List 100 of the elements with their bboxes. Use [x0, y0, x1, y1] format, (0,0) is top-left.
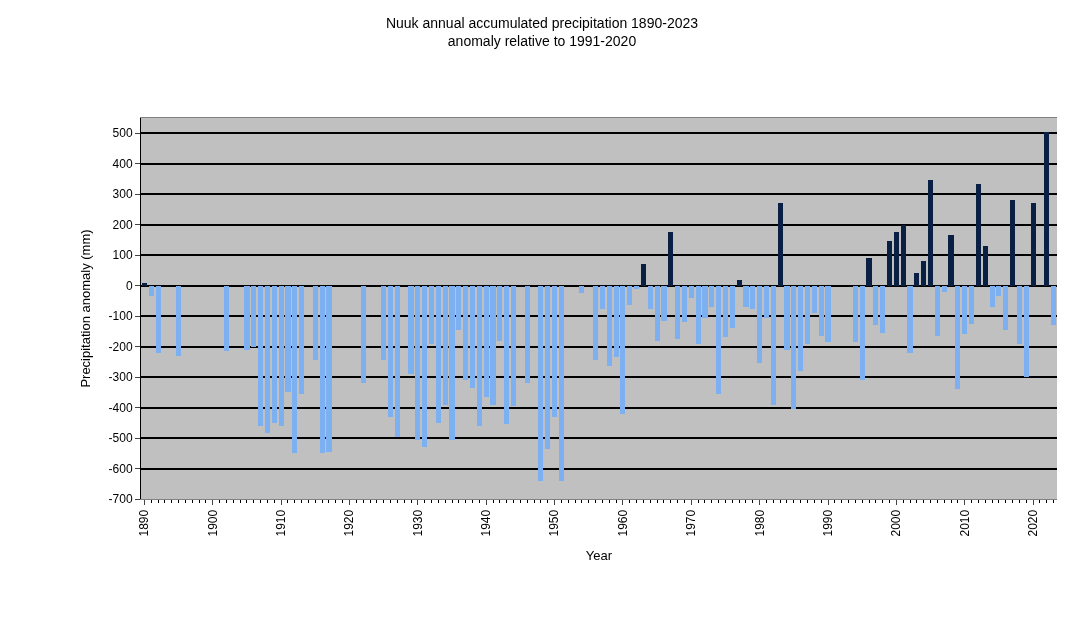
- bar: [723, 286, 728, 337]
- bar: [470, 286, 475, 388]
- x-axis-title: Year: [585, 548, 613, 564]
- bar: [463, 286, 468, 380]
- bar: [381, 286, 386, 360]
- chart-subtitle: anomaly relative to 1991-2020: [447, 33, 637, 50]
- bar: [627, 286, 632, 305]
- bar: [641, 264, 646, 286]
- bar: [1010, 200, 1015, 286]
- bar: [894, 232, 899, 286]
- y-tick-label: -500: [108, 431, 133, 446]
- bar: [579, 286, 584, 293]
- bar: [880, 286, 885, 333]
- bar: [942, 286, 947, 292]
- bar: [422, 286, 427, 447]
- bar: [1031, 203, 1036, 286]
- bar: [983, 246, 988, 286]
- bar: [853, 286, 858, 342]
- bar: [1024, 286, 1029, 377]
- x-tick-label: 1910: [274, 509, 289, 537]
- x-tick-label: 2010: [957, 509, 972, 537]
- bar: [525, 286, 530, 383]
- bar: [429, 286, 434, 344]
- bar: [149, 286, 154, 296]
- x-tick-label: 1960: [615, 509, 630, 537]
- bar: [538, 286, 543, 481]
- bar: [388, 286, 393, 417]
- bar: [907, 286, 913, 353]
- bar: [504, 286, 509, 424]
- bar: [436, 286, 441, 423]
- y-tick-label: 500: [112, 126, 133, 141]
- bar: [648, 286, 653, 309]
- y-axis-title: Precipitation anomaly (mm): [77, 229, 93, 388]
- bar: [928, 180, 933, 286]
- x-tick-label: 2000: [889, 509, 904, 537]
- bar: [866, 258, 872, 286]
- bar: [313, 286, 318, 360]
- bar: [976, 184, 981, 286]
- chart-title: Nuuk annual accumulated precipitation 1890-2023: [385, 15, 699, 32]
- bar: [948, 235, 954, 286]
- y-tick-label: -100: [108, 309, 133, 324]
- bar: [901, 225, 906, 286]
- bar: [1051, 286, 1056, 325]
- bar: [935, 286, 940, 336]
- bar: [1017, 286, 1022, 344]
- bar: [962, 286, 967, 334]
- x-tick-label: 1980: [752, 509, 767, 537]
- bar: [511, 286, 516, 406]
- bar: [873, 286, 878, 325]
- bar: [737, 280, 742, 286]
- bar: [730, 286, 735, 328]
- bar: [265, 286, 270, 433]
- bar: [545, 286, 550, 449]
- bar: [1044, 132, 1049, 286]
- x-tick-label: 1940: [479, 509, 494, 537]
- bar: [955, 286, 960, 389]
- x-tick-label: 1920: [342, 509, 357, 537]
- bar: [812, 286, 817, 313]
- bar: [757, 286, 762, 363]
- bar: [224, 286, 229, 351]
- bar: [156, 286, 161, 353]
- bar: [675, 286, 680, 339]
- y-tick-label: 300: [112, 187, 133, 202]
- bar: [607, 286, 612, 366]
- y-tick-label: -600: [108, 461, 133, 476]
- bar: [860, 286, 865, 380]
- bar: [887, 241, 892, 286]
- bar: [634, 286, 639, 289]
- bar: [477, 286, 482, 426]
- bar: [668, 232, 673, 286]
- bar: [914, 273, 919, 286]
- bar: [258, 286, 263, 426]
- bar: [682, 286, 687, 322]
- x-tick-label: 2020: [1025, 509, 1040, 537]
- x-tick-label: 1990: [820, 509, 835, 537]
- y-tick-label: 400: [112, 156, 133, 171]
- x-tick-label: 1900: [205, 509, 220, 537]
- y-tick-label: 100: [112, 248, 133, 263]
- x-tick-label: 1890: [137, 509, 152, 537]
- bar: [1003, 286, 1008, 330]
- bar: [771, 286, 776, 405]
- bar: [176, 286, 181, 356]
- bar: [716, 286, 721, 394]
- bar: [764, 286, 769, 318]
- bar: [559, 286, 564, 481]
- bar: [361, 286, 366, 383]
- bar: [552, 286, 557, 417]
- bar: [689, 286, 694, 298]
- y-tick-label: -400: [108, 400, 133, 415]
- y-tick-label: 0: [125, 278, 133, 293]
- bar: [778, 203, 783, 286]
- bar: [921, 261, 926, 286]
- y-tick-label: -700: [108, 492, 133, 507]
- bar: [299, 286, 304, 394]
- bar: [593, 286, 598, 360]
- bar: [798, 286, 803, 371]
- bar: [395, 286, 400, 437]
- bar: [272, 286, 277, 423]
- x-tick-label: 1950: [547, 509, 562, 537]
- y-tick-label: -200: [108, 339, 133, 354]
